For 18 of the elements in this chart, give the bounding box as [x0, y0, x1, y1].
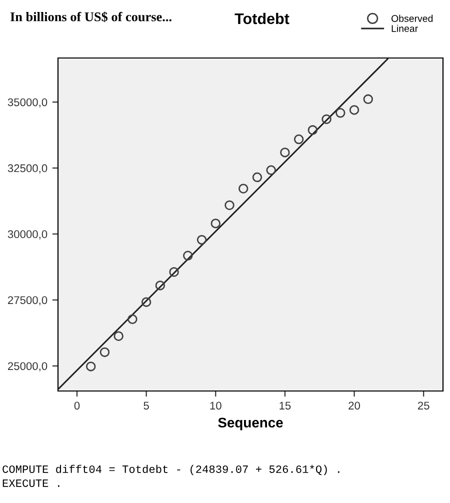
x-tick-label: 15 [280, 402, 291, 410]
text: EXECUTE . [2, 479, 60, 487]
x-tick-label: 25 [418, 402, 430, 410]
y-tick-label: 27500,0 [8, 296, 48, 306]
text: COMPUTE difft04 = Totdebt - (24839.07 + 526.61*Q) . [2, 464, 340, 476]
x-axis-title: Sequence [218, 418, 283, 430]
chart-title: Totdebt [234, 12, 290, 24]
x-tick-label: 5 [144, 402, 149, 410]
legend-label: Observed [392, 14, 433, 22]
x-tick-label: 10 [210, 402, 222, 410]
text: In billions of US$ of course... [10, 12, 172, 22]
legend-label: Linear [392, 24, 418, 32]
x-tick-label: 20 [348, 402, 360, 410]
y-tick-label: 25000,0 [8, 362, 48, 372]
y-tick-label: 30000,0 [8, 230, 48, 240]
x-tick-label: 0 [74, 402, 80, 410]
y-tick-label: 35000,0 [8, 98, 48, 108]
y-tick-label: 32500,0 [8, 164, 48, 174]
